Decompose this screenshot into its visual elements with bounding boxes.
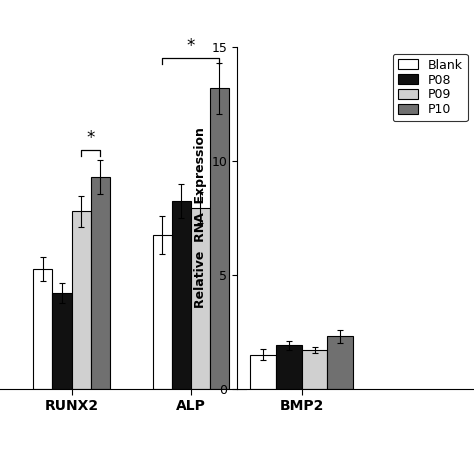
- Bar: [153, 235, 172, 389]
- Bar: [210, 88, 229, 389]
- Bar: [276, 346, 301, 389]
- Bar: [91, 177, 109, 389]
- Y-axis label: Relative  RNA  Expression: Relative RNA Expression: [194, 128, 207, 309]
- Bar: [328, 337, 353, 389]
- Text: *: *: [86, 129, 95, 147]
- Bar: [72, 211, 91, 389]
- Legend: Blank, P08, P09, P10: Blank, P08, P09, P10: [393, 54, 468, 121]
- Bar: [191, 208, 210, 389]
- Bar: [172, 201, 191, 389]
- Bar: [53, 293, 72, 389]
- Bar: [301, 350, 328, 389]
- Bar: [33, 269, 53, 389]
- Text: *: *: [187, 37, 195, 55]
- Bar: [250, 355, 276, 389]
